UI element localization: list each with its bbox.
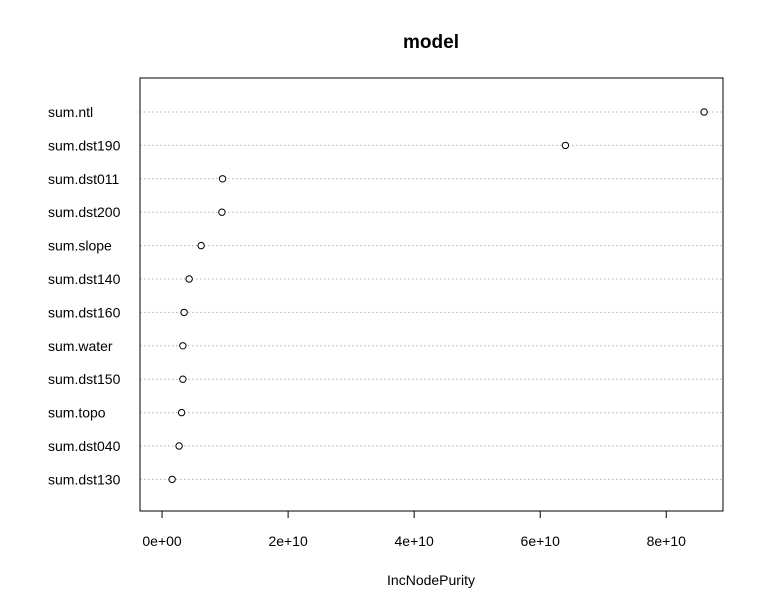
data-point bbox=[179, 342, 187, 350]
data-point bbox=[168, 475, 176, 484]
category-label: sum.slope bbox=[48, 238, 112, 254]
category-label: sum.dst200 bbox=[48, 204, 121, 220]
category-label: sum.topo bbox=[48, 405, 106, 421]
data-point bbox=[700, 108, 708, 116]
plot-frame bbox=[139, 77, 724, 512]
category-label: sum.ntl bbox=[48, 104, 93, 120]
data-point bbox=[218, 208, 226, 216]
data-point bbox=[561, 141, 570, 150]
data-point bbox=[180, 308, 188, 317]
category-label: sum.dst150 bbox=[48, 371, 121, 387]
category-label: sum.dst130 bbox=[48, 471, 121, 487]
x-tick-label: 4e+10 bbox=[395, 533, 435, 549]
x-tick-label: 6e+10 bbox=[521, 533, 561, 549]
data-point bbox=[179, 375, 187, 383]
category-label: sum.dst140 bbox=[48, 271, 121, 287]
x-tick-label: 8e+10 bbox=[647, 533, 687, 549]
chart-title: model bbox=[403, 32, 459, 53]
data-point bbox=[197, 241, 205, 250]
grid-lines bbox=[140, 111, 723, 480]
category-label: sum.dst190 bbox=[48, 137, 121, 153]
category-label: sum.dst160 bbox=[48, 304, 121, 320]
category-label: sum.dst040 bbox=[48, 438, 121, 454]
data-point bbox=[177, 408, 186, 417]
data-point bbox=[175, 442, 183, 450]
data-points bbox=[168, 108, 708, 484]
category-label: sum.dst011 bbox=[48, 171, 120, 187]
data-point bbox=[218, 175, 227, 183]
x-tick-label: 0e+00 bbox=[142, 533, 182, 549]
category-label: sum.water bbox=[48, 338, 113, 354]
x-axis-title: IncNodePurity bbox=[387, 572, 475, 588]
x-axis: 0e+00 2e+10 4e+10 6e+10 8e+10 bbox=[142, 510, 687, 549]
x-tick-label: 2e+10 bbox=[268, 533, 308, 549]
category-labels: sum.ntl sum.dst190 sum.dst011 sum.dst200 sum… bbox=[48, 104, 121, 487]
data-point bbox=[185, 275, 193, 283]
